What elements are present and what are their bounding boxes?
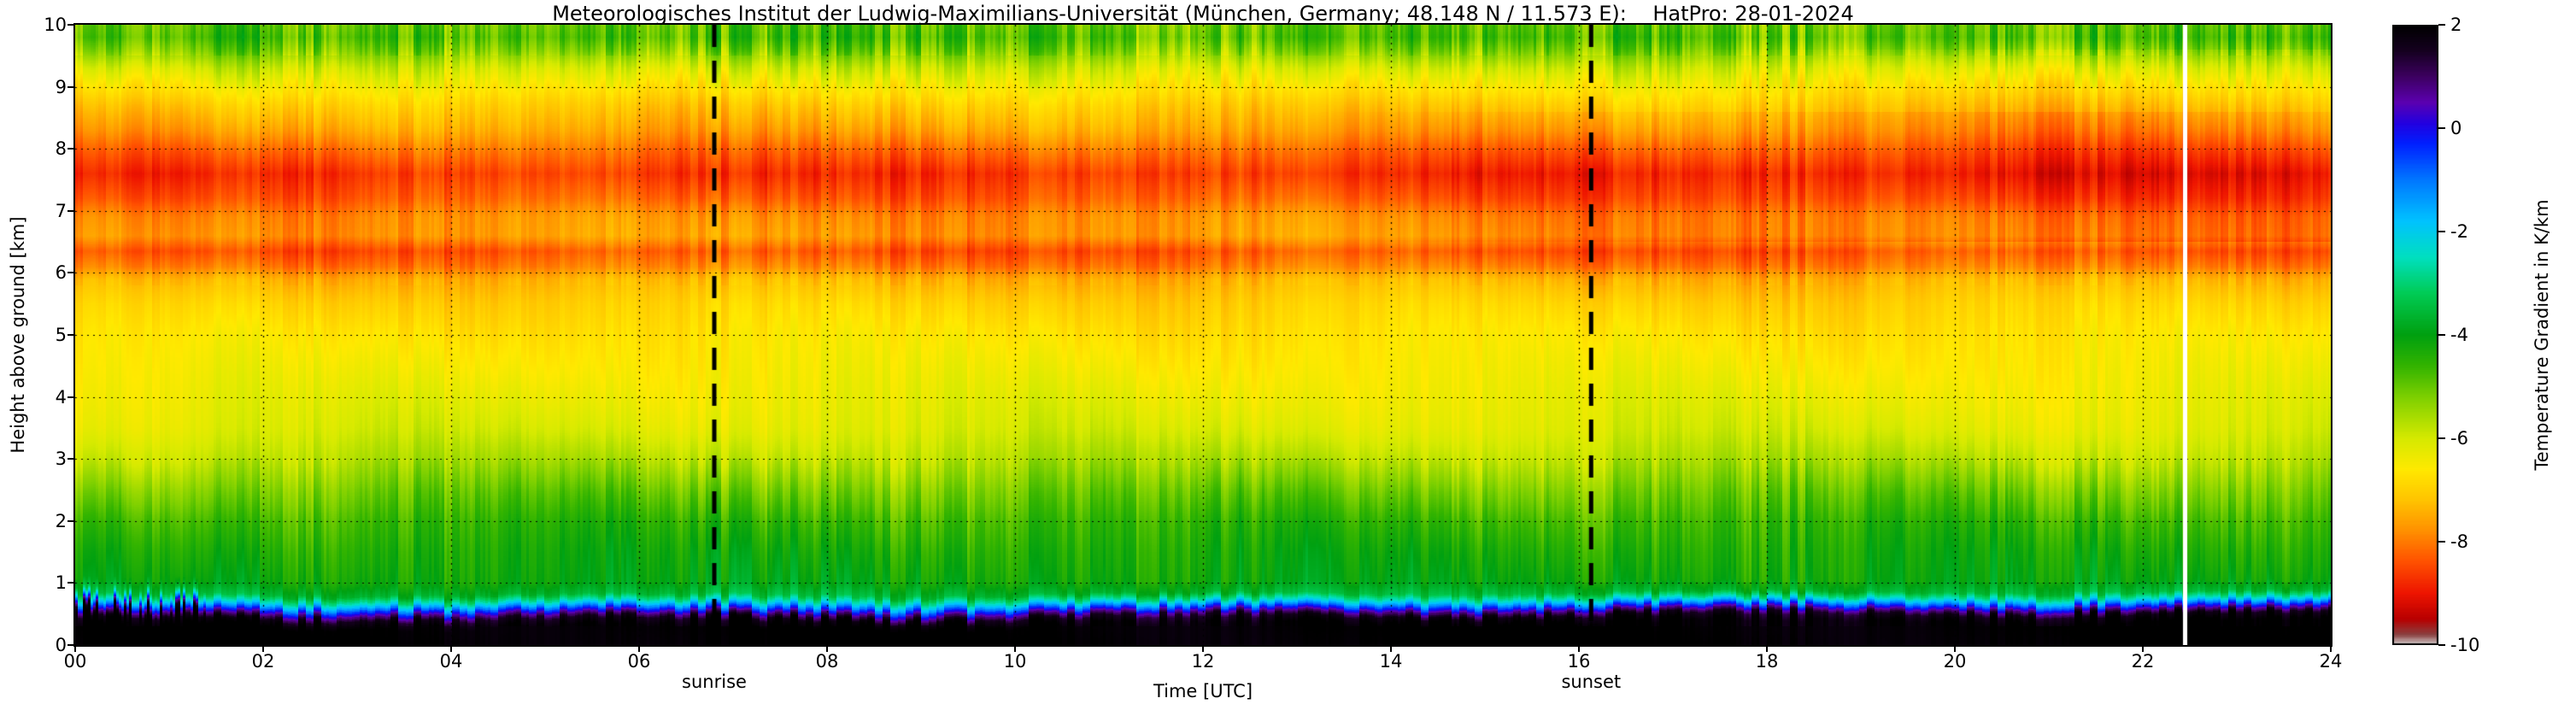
x-tick-label: 02 xyxy=(251,651,275,672)
y-tick-mark xyxy=(67,644,74,646)
colorbar-tick-label: -4 xyxy=(2450,325,2468,345)
x-tick-label: 10 xyxy=(1003,651,1027,672)
colorbar-tick-label: 0 xyxy=(2450,118,2462,138)
x-tick-label: 08 xyxy=(815,651,839,672)
y-tick-label: 10 xyxy=(44,15,67,35)
x-tick-mark xyxy=(1766,645,1768,652)
x-tick-label: 24 xyxy=(2319,651,2343,672)
y-tick-label: 9 xyxy=(55,76,67,97)
colorbar-canvas xyxy=(2392,25,2438,645)
y-tick-mark xyxy=(67,458,74,461)
y-tick-mark xyxy=(67,334,74,336)
y-tick-mark xyxy=(67,272,74,274)
x-tick-mark xyxy=(2142,645,2144,652)
y-tick-mark xyxy=(67,24,74,26)
x-tick-label: 06 xyxy=(627,651,651,672)
y-tick-label: 0 xyxy=(55,635,67,655)
x-tick-label: 18 xyxy=(1755,651,1779,672)
colorbar-tick-label: -8 xyxy=(2450,531,2468,552)
colorbar-tick-mark xyxy=(2438,231,2445,232)
colorbar-tick-label: 2 xyxy=(2450,15,2462,35)
colorbar-tick-mark xyxy=(2438,127,2445,129)
x-tick-label: 16 xyxy=(1567,651,1591,672)
y-tick-mark xyxy=(67,209,74,212)
x-tick-mark xyxy=(450,645,452,652)
x-tick-label: 20 xyxy=(1943,651,1967,672)
x-tick-mark xyxy=(1578,645,1580,652)
x-tick-label: 04 xyxy=(439,651,463,672)
x-tick-mark xyxy=(1954,645,1956,652)
colorbar-tick-mark xyxy=(2438,541,2445,543)
y-tick-label: 1 xyxy=(55,572,67,594)
colorbar-tick-mark xyxy=(2438,644,2445,646)
colorbar-tick-mark xyxy=(2438,24,2445,26)
x-tick-mark xyxy=(74,645,76,652)
x-tick-label: 14 xyxy=(1379,651,1403,672)
y-tick-mark xyxy=(67,519,74,522)
x-tick-mark xyxy=(1390,645,1392,652)
x-tick-mark xyxy=(262,645,264,652)
colorbar-tick-label: -6 xyxy=(2450,428,2468,449)
x-tick-label: 00 xyxy=(63,651,87,672)
grid-overlay-canvas xyxy=(75,25,2331,645)
y-axis-label: Height above ground [km] xyxy=(8,216,28,454)
x-tick-mark xyxy=(826,645,828,652)
x-tick-mark xyxy=(1014,645,1016,652)
x-tick-label: 22 xyxy=(2131,651,2155,672)
colorbar-tick-mark xyxy=(2438,334,2445,336)
x-tick-label: 12 xyxy=(1191,651,1215,672)
x-tick-mark xyxy=(1202,645,1204,652)
chart-title: Meteorologisches Institut der Ludwig-Max… xyxy=(552,2,1854,26)
y-tick-mark xyxy=(67,582,74,584)
y-tick-mark xyxy=(67,396,74,398)
y-tick-mark xyxy=(67,85,74,88)
x-tick-mark xyxy=(638,645,640,652)
colorbar-tick-label: -10 xyxy=(2450,635,2480,655)
x-axis-label: Time [UTC] xyxy=(1153,681,1253,701)
colorbar-label: Temperature Gradient in K/km xyxy=(2532,199,2552,471)
x-tick-mark xyxy=(2330,645,2332,652)
y-tick-mark xyxy=(67,148,74,150)
colorbar-tick-mark xyxy=(2438,437,2445,439)
colorbar-tick-label: -2 xyxy=(2450,221,2468,242)
